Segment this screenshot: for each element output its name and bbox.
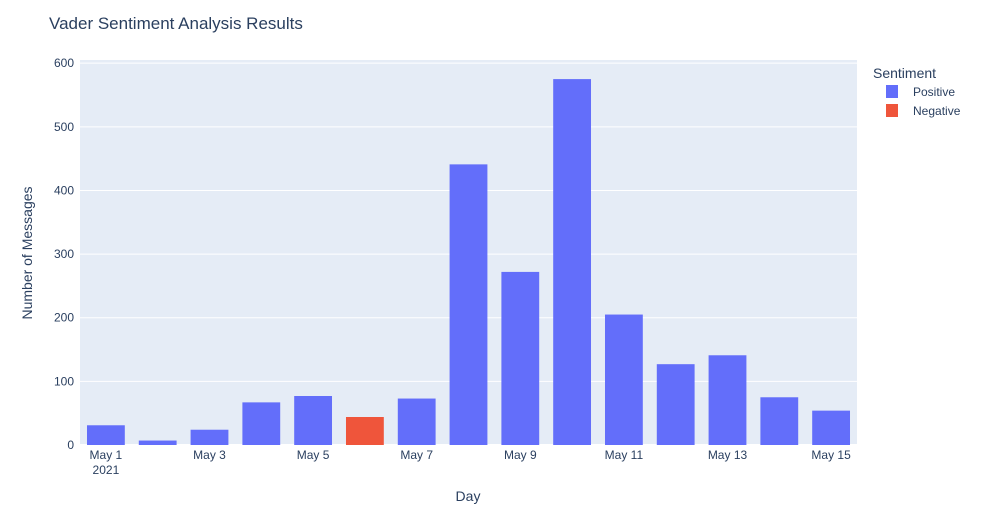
- y-tick-label: 500: [54, 120, 74, 134]
- bar: [501, 271, 540, 445]
- bar: [449, 164, 488, 445]
- x-tick-label: May 5: [297, 448, 330, 462]
- bar: [656, 364, 695, 445]
- bar: [604, 314, 643, 445]
- bar: [242, 402, 281, 445]
- y-axis-ticks: 0 100 200 300 400 500 600: [54, 56, 74, 452]
- bar: [294, 396, 333, 445]
- x-tick-label: May 11: [605, 448, 644, 462]
- bar: [190, 429, 229, 445]
- legend-swatch: [886, 85, 898, 98]
- bar: [812, 410, 851, 445]
- x-tick-label: May 1: [90, 448, 123, 462]
- y-axis-label: Number of Messages: [19, 186, 35, 319]
- y-tick-label: 0: [67, 438, 74, 452]
- x-tick-label: May 13: [708, 448, 748, 462]
- legend: Sentiment Positive Negative: [873, 65, 961, 118]
- y-tick-label: 400: [54, 183, 74, 197]
- x-tick-label: May 9: [504, 448, 537, 462]
- legend-title: Sentiment: [873, 65, 936, 81]
- legend-entry-label: Positive: [913, 85, 955, 99]
- y-tick-label: 600: [54, 56, 74, 70]
- x-tick-label: May 15: [811, 448, 851, 462]
- x-axis-label: Day: [456, 488, 481, 504]
- bar: [397, 398, 436, 445]
- bar: [138, 440, 177, 445]
- bar: [760, 397, 799, 445]
- x-tick-label: May 3: [193, 448, 226, 462]
- y-tick-label: 100: [54, 374, 74, 388]
- legend-swatch: [886, 104, 898, 117]
- y-tick-label: 200: [54, 311, 74, 325]
- bar: [553, 79, 592, 445]
- bar: [708, 355, 747, 445]
- x-tick-sublabel: 2021: [93, 463, 120, 477]
- y-tick-label: 300: [54, 247, 74, 261]
- bar: [86, 425, 125, 445]
- bars: [86, 79, 851, 445]
- bar: [345, 417, 384, 445]
- legend-entry-label: Negative: [913, 104, 961, 118]
- x-tick-label: May 7: [400, 448, 433, 462]
- chart-title: Vader Sentiment Analysis Results: [49, 14, 303, 33]
